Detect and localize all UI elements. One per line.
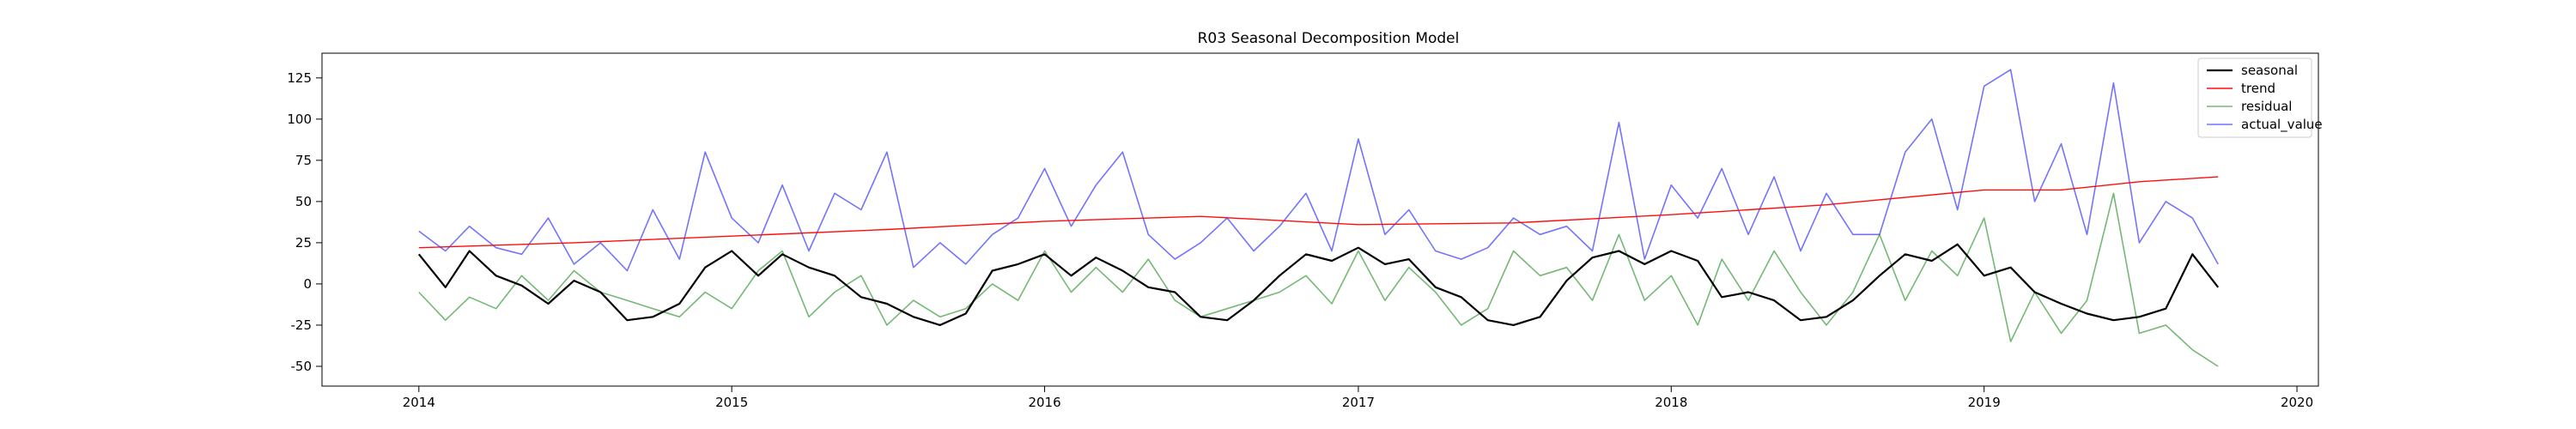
y-tick-label: 0 — [303, 276, 312, 292]
series-line-seasonal — [417, 243, 2220, 326]
x-tick-label: 2019 — [1968, 395, 2001, 410]
y-tick-label: 75 — [295, 153, 312, 168]
x-tick-label: 2020 — [2281, 395, 2313, 410]
y-tick-label: -25 — [291, 317, 313, 333]
y-tick-label: 50 — [295, 194, 312, 209]
y-tick-label: -50 — [291, 359, 313, 374]
legend-label-actual-value: actual_value — [2241, 117, 2323, 133]
x-tick-label: 2014 — [403, 395, 435, 410]
series-line-trend — [418, 176, 2219, 249]
legend-label-seasonal: seasonal — [2241, 63, 2298, 78]
x-tick-label: 2016 — [1028, 395, 1060, 410]
series-line-residual — [418, 192, 2219, 367]
legend-box — [2197, 57, 2312, 138]
legend-label-trend: trend — [2241, 81, 2275, 96]
chart-title: R03 Seasonal Decomposition Model — [1198, 30, 1460, 47]
y-axis: -50 -25 0 25 50 75 100 125 — [287, 70, 322, 374]
x-tick-label: 2018 — [1655, 395, 1687, 410]
series-layer — [417, 69, 2220, 367]
x-tick-label: 2017 — [1342, 395, 1375, 410]
legend-label-residual: residual — [2241, 99, 2292, 114]
x-tick-label: 2015 — [715, 395, 748, 410]
y-tick-label: 25 — [295, 235, 312, 251]
y-tick-label: 100 — [287, 112, 312, 127]
plot-area — [321, 52, 2319, 387]
y-tick-label: 125 — [287, 70, 312, 86]
x-axis: 2014 2015 2016 2017 2018 2019 2020 — [403, 386, 2313, 410]
legend: seasonal trend residual actual_value — [2197, 57, 2323, 138]
